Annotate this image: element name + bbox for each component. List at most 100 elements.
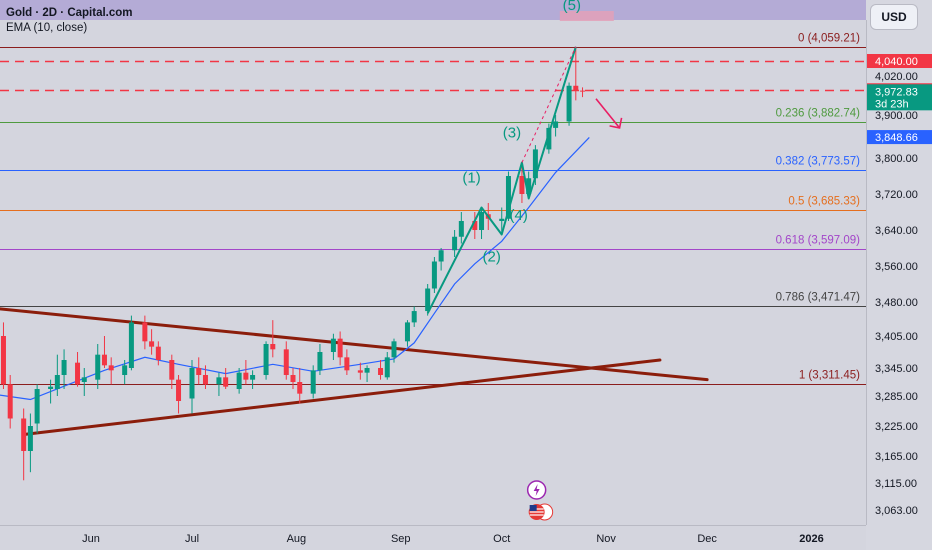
candle[interactable] (290, 368, 296, 389)
candle[interactable] (149, 329, 155, 355)
candle[interactable] (431, 257, 437, 293)
price-tag-text: 3,848.66 (875, 132, 918, 144)
candle[interactable] (438, 248, 444, 271)
candle[interactable] (202, 365, 208, 389)
candle[interactable] (21, 408, 27, 481)
price-tag[interactable]: 4,040.00 (867, 54, 932, 68)
candle[interactable] (250, 370, 256, 389)
candle-body (108, 365, 114, 371)
candle[interactable] (236, 368, 242, 394)
candle[interactable] (378, 360, 384, 380)
candle[interactable] (75, 352, 81, 387)
candle[interactable] (216, 372, 222, 396)
price-tag[interactable]: 3,848.66 (867, 130, 932, 145)
candle[interactable] (364, 365, 370, 382)
candle-body (546, 127, 552, 150)
candle[interactable] (142, 315, 148, 350)
candle[interactable] (189, 360, 195, 414)
candle[interactable] (27, 413, 33, 473)
y-tick-label: 3,165.00 (875, 451, 918, 463)
us-flag-event-icon[interactable] (528, 503, 554, 521)
candle[interactable] (553, 115, 559, 137)
candle-body (21, 418, 27, 451)
candle[interactable] (580, 87, 586, 98)
candle[interactable] (128, 315, 134, 371)
candle[interactable] (344, 349, 350, 375)
candle[interactable] (169, 354, 175, 389)
candle[interactable] (101, 336, 107, 368)
trendline-resistance[interactable] (0, 307, 709, 382)
indicator-label[interactable]: EMA (10, close) (6, 22, 88, 34)
candle[interactable] (155, 341, 161, 366)
lightning-event-icon[interactable] (526, 480, 547, 500)
candle[interactable] (479, 207, 485, 240)
candle-body (317, 352, 323, 371)
candle[interactable] (196, 357, 202, 385)
candle[interactable] (310, 365, 316, 399)
wave-label-2[interactable]: (2) (483, 249, 501, 266)
candle[interactable] (283, 341, 289, 380)
candle[interactable] (34, 384, 40, 434)
candle[interactable] (330, 333, 336, 360)
candle[interactable] (499, 207, 505, 235)
candle[interactable] (384, 352, 390, 380)
candle-body (7, 384, 13, 419)
candle[interactable] (54, 354, 60, 396)
symbol-title[interactable]: Gold · 2D · Capital.com (6, 7, 133, 19)
price-tag-text: 3,972.83 (875, 86, 918, 98)
candle[interactable] (95, 344, 101, 389)
candle[interactable] (411, 306, 417, 327)
currency-button[interactable]: USD (870, 4, 918, 30)
candle[interactable] (472, 212, 478, 239)
candle[interactable] (108, 357, 114, 385)
chart-legend: Gold · 2D · Capital.com EMA (10, close) (6, 6, 133, 36)
trendline-support[interactable] (22, 358, 662, 436)
candle[interactable] (297, 368, 303, 404)
candle[interactable] (270, 320, 276, 358)
candle[interactable] (317, 344, 323, 375)
candle-body (499, 218, 505, 221)
candle[interactable] (176, 375, 182, 414)
candle[interactable] (122, 360, 128, 385)
candle[interactable] (0, 322, 6, 389)
candle[interactable] (452, 230, 458, 257)
candle[interactable] (425, 284, 431, 316)
wave-label-3[interactable]: (3) (503, 124, 521, 141)
candle-body (283, 349, 289, 375)
wave-label-4[interactable]: (4) (509, 207, 527, 224)
projection-arrow[interactable] (595, 98, 621, 129)
y-tick-label: 3,560.00 (875, 261, 918, 273)
candle[interactable] (7, 375, 13, 429)
candle[interactable] (573, 46, 579, 101)
top-band (0, 0, 932, 20)
candle[interactable] (48, 379, 54, 404)
candle[interactable] (391, 338, 397, 363)
candle[interactable] (223, 368, 229, 389)
candle[interactable] (404, 320, 410, 347)
candle-body (344, 357, 350, 371)
candle[interactable] (566, 82, 572, 126)
candles[interactable] (0, 46, 586, 481)
candle-body (553, 121, 559, 128)
candle[interactable] (243, 360, 249, 385)
candle[interactable] (519, 162, 525, 204)
y-tick-label: 3,285.00 (875, 391, 918, 403)
candle[interactable] (263, 341, 269, 380)
y-tick-label: 3,345.00 (875, 363, 918, 375)
candle[interactable] (458, 212, 464, 244)
candle-body (438, 250, 444, 262)
candle[interactable] (546, 123, 552, 154)
candle[interactable] (81, 368, 87, 396)
candle-body (189, 368, 195, 399)
candle-body (479, 212, 485, 230)
candle-body (202, 375, 208, 385)
wave-label-1[interactable]: (1) (462, 169, 480, 186)
wave-label-5[interactable]: (5) (563, 0, 581, 14)
candle[interactable] (357, 362, 363, 380)
fib-retracement[interactable]: 0 (4,059.21) 0.236 (3,882.74) 0.382 (3,773… (0, 33, 866, 385)
candle[interactable] (61, 349, 67, 389)
candle[interactable] (337, 331, 343, 366)
wave-path[interactable] (426, 46, 577, 314)
